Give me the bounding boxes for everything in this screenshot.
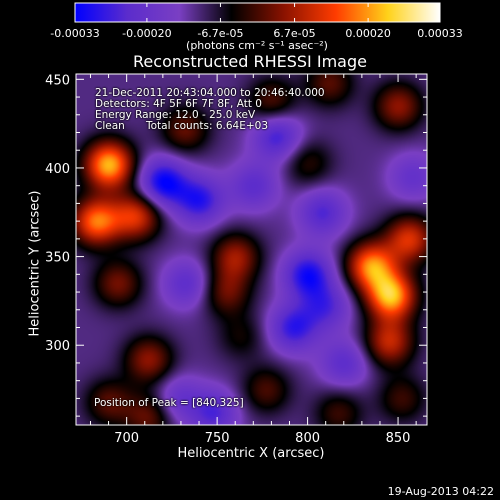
y-tick-label: 350 bbox=[45, 251, 70, 266]
x-axis-label: Heliocentric X (arcsec) bbox=[177, 446, 325, 461]
plot-area: 700 750 800 850 300 350 400 450 bbox=[45, 73, 428, 446]
colorbar-gradient bbox=[74, 2, 441, 23]
detectors-label: Detectors: 4F 5F 6F 7F 8F, Att 0 bbox=[95, 98, 262, 110]
colorbar-ticks: -0.00033 -0.00020 -6.7e-05 6.7e-05 0.00020 0.… bbox=[50, 3, 463, 40]
colorbar-tick-label: -6.7e-05 bbox=[197, 27, 243, 40]
chart-title: Reconstructed RHESSI Image bbox=[133, 52, 367, 71]
total-counts-label: Total counts: 6.64E+03 bbox=[146, 120, 269, 132]
x-tick-label: 800 bbox=[295, 431, 320, 446]
colorbar-units: (photons cm⁻² s⁻¹ asec⁻²) bbox=[186, 39, 328, 52]
x-tick-label: 750 bbox=[205, 431, 230, 446]
footer-date: 19-Aug-2013 04:22 bbox=[387, 485, 494, 498]
y-axis-label: Heliocentric Y (arcsec) bbox=[27, 190, 43, 337]
method-label: Clean bbox=[95, 120, 125, 132]
colorbar-tick-label: 0.00033 bbox=[417, 27, 463, 40]
plot-frame bbox=[75, 73, 428, 426]
time-range-label: 21-Dec-2011 20:43:04.000 to 20:46:40.000 bbox=[95, 87, 325, 99]
colorbar-tick-label: -0.00020 bbox=[122, 27, 171, 40]
axis-ticks: 700 750 800 850 300 350 400 450 bbox=[45, 73, 427, 446]
y-tick-label: 400 bbox=[45, 162, 70, 177]
x-tick-label: 700 bbox=[114, 431, 139, 446]
y-tick-label: 300 bbox=[45, 339, 70, 354]
colorbar: -0.00033 -0.00020 -6.7e-05 6.7e-05 0.00020 0.… bbox=[50, 2, 463, 40]
heatmap-image bbox=[76, 74, 427, 425]
y-tick-label: 450 bbox=[45, 73, 70, 88]
colorbar-tick-label: -0.00033 bbox=[50, 27, 99, 40]
energy-range-label: Energy Range: 12.0 - 25.0 keV bbox=[95, 109, 256, 121]
colorbar-tick-label: 6.7e-05 bbox=[273, 27, 315, 40]
peak-position-label: Position of Peak = [840,325] bbox=[94, 397, 244, 409]
x-tick-label: 850 bbox=[386, 431, 411, 446]
colorbar-tick-label: 0.00020 bbox=[345, 27, 391, 40]
